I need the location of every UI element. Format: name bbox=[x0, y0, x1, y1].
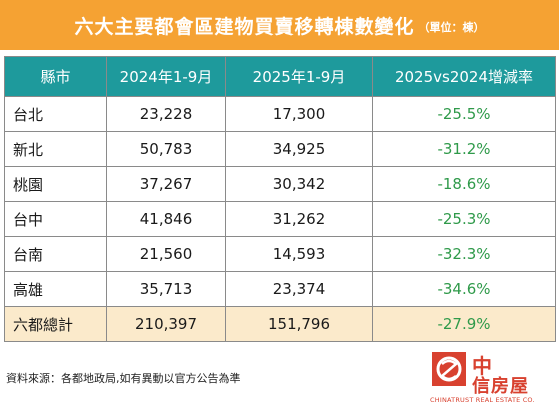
table-row: 台南 21,560 14,593 -32.3% bbox=[4, 236, 556, 272]
value-2024-cell: 41,846 bbox=[106, 201, 226, 237]
change-cell: -25.5% bbox=[372, 96, 556, 132]
header-row: 縣市 2024年1-9月 2025年1-9月 2025vs2024增減率 bbox=[4, 56, 556, 97]
change-cell: -32.3% bbox=[372, 236, 556, 272]
change-cell: -34.6% bbox=[372, 271, 556, 307]
value-2025-cell: 23,374 bbox=[225, 271, 373, 307]
value-2024-cell: 37,267 bbox=[106, 166, 226, 202]
column-header-2025: 2025年1-9月 bbox=[225, 56, 373, 97]
logo-name-line1: 中 bbox=[472, 354, 492, 378]
value-2024-cell: 23,228 bbox=[106, 96, 226, 132]
city-cell: 台北 bbox=[4, 96, 107, 132]
value-2025-cell: 14,593 bbox=[225, 236, 373, 272]
column-header-2024: 2024年1-9月 bbox=[106, 56, 226, 97]
city-cell: 高雄 bbox=[4, 271, 107, 307]
change-cell: -18.6% bbox=[372, 166, 556, 202]
total-2024-cell: 210,397 bbox=[106, 306, 226, 342]
total-row: 六都總計 210,397 151,796 -27.9% bbox=[4, 306, 556, 342]
change-cell: -31.2% bbox=[372, 131, 556, 167]
source-note: 資料來源：各都地政局,如有異動以官方公告為準 bbox=[6, 372, 241, 385]
value-2025-cell: 34,925 bbox=[225, 131, 373, 167]
company-logo: 中 信房屋 CHINATRUST REAL ESTATE CO. bbox=[430, 350, 555, 412]
logo-english-name: CHINATRUST REAL ESTATE CO. bbox=[430, 396, 535, 404]
column-header-change: 2025vs2024增減率 bbox=[372, 56, 556, 97]
value-2024-cell: 21,560 bbox=[106, 236, 226, 272]
city-cell: 桃園 bbox=[4, 166, 107, 202]
column-header-city: 縣市 bbox=[4, 56, 107, 97]
total-2025-cell: 151,796 bbox=[225, 306, 373, 342]
page-title: 六大主要都會區建物買賣移轉棟數變化 bbox=[74, 15, 415, 38]
city-cell: 台南 bbox=[4, 236, 107, 272]
total-change-cell: -27.9% bbox=[372, 306, 556, 342]
change-cell: -25.3% bbox=[372, 201, 556, 237]
table-row: 台中 41,846 31,262 -25.3% bbox=[4, 201, 556, 237]
value-2024-cell: 50,783 bbox=[106, 131, 226, 167]
title-bar: 六大主要都會區建物買賣移轉棟數變化 （單位：棟） bbox=[0, 0, 559, 50]
city-cell: 台中 bbox=[4, 201, 107, 237]
logo-mark-icon bbox=[432, 352, 466, 386]
table-row: 台北 23,228 17,300 -25.5% bbox=[4, 96, 556, 132]
value-2025-cell: 31,262 bbox=[225, 201, 373, 237]
table-row: 高雄 35,713 23,374 -34.6% bbox=[4, 271, 556, 307]
value-2025-cell: 17,300 bbox=[225, 96, 373, 132]
table-row: 新北 50,783 34,925 -31.2% bbox=[4, 131, 556, 167]
city-cell: 新北 bbox=[4, 131, 107, 167]
value-2025-cell: 30,342 bbox=[225, 166, 373, 202]
value-2024-cell: 35,713 bbox=[106, 271, 226, 307]
logo-name-line2: 信房屋 bbox=[472, 376, 529, 397]
data-table: 縣市 2024年1-9月 2025年1-9月 2025vs2024增減率 台北 … bbox=[4, 56, 556, 342]
total-city-cell: 六都總計 bbox=[4, 306, 107, 342]
table-row: 桃園 37,267 30,342 -18.6% bbox=[4, 166, 556, 202]
unit-label: （單位：棟） bbox=[418, 21, 485, 34]
